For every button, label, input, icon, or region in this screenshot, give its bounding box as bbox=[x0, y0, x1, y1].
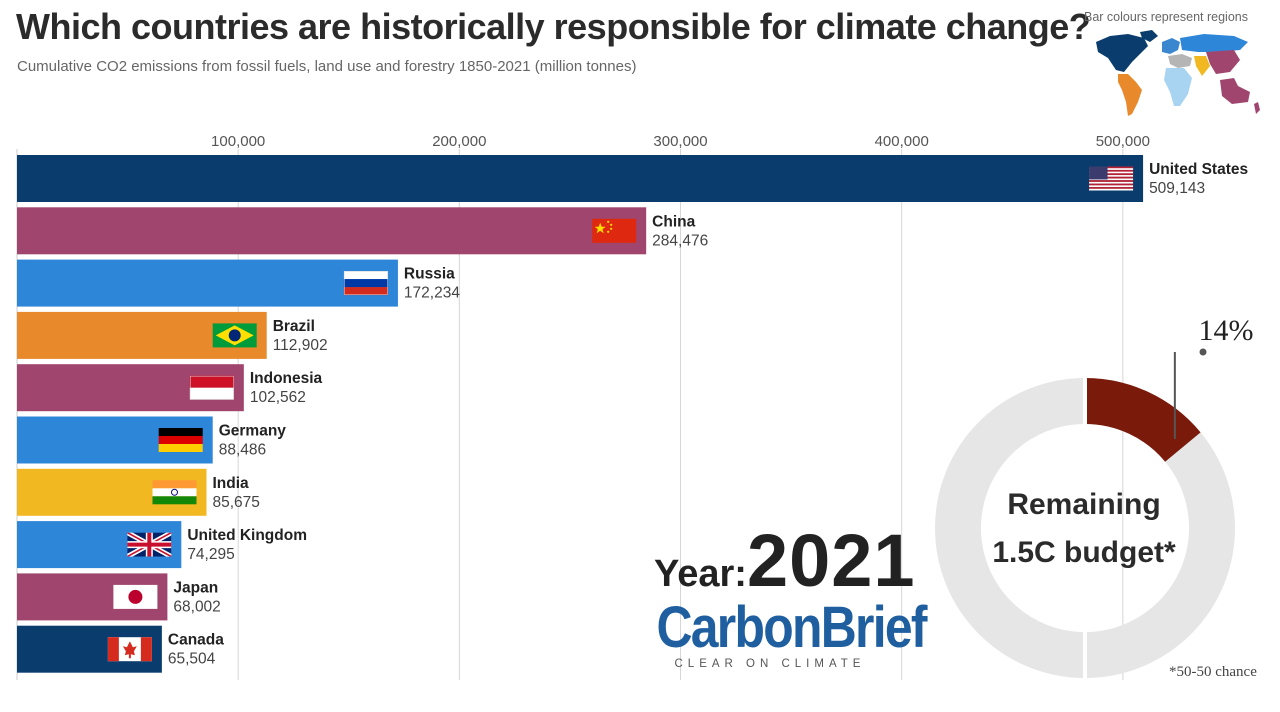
year-indicator: Year:2021 bbox=[654, 518, 916, 603]
map-region-middle-east bbox=[1168, 54, 1192, 68]
x-tick-label: 100,000 bbox=[211, 133, 265, 150]
india-flag-icon bbox=[152, 480, 197, 505]
bar-value-label: 85,675 bbox=[212, 494, 259, 511]
bar-category-label: Russia bbox=[404, 266, 455, 283]
russia-flag-icon bbox=[343, 271, 388, 296]
bar-value-label: 65,504 bbox=[168, 651, 216, 668]
x-tick-label: 300,000 bbox=[653, 133, 707, 150]
x-tick-label: 400,000 bbox=[875, 133, 929, 150]
donut-label-line2: 1.5C budget* bbox=[992, 536, 1176, 569]
logo-wordmark: CarbonBrief bbox=[656, 595, 927, 660]
bar bbox=[17, 207, 647, 255]
chart-subtitle: Cumulative CO2 emissions from fossil fue… bbox=[17, 58, 637, 75]
bar-value-label: 74,295 bbox=[187, 546, 234, 563]
year-label: Year: bbox=[654, 553, 747, 595]
canada-flag-icon bbox=[107, 637, 152, 662]
donut-percent-label: 14% bbox=[1199, 314, 1254, 347]
bar-category-label: United Kingdom bbox=[187, 527, 307, 544]
bar-value-label: 284,476 bbox=[652, 232, 708, 249]
bar-category-label: Germany bbox=[219, 423, 287, 440]
bar-value-label: 509,143 bbox=[1149, 180, 1205, 197]
map-region-africa bbox=[1164, 68, 1192, 106]
bar-category-label: Brazil bbox=[273, 318, 315, 335]
map-region-europe bbox=[1162, 38, 1180, 54]
bar-value-label: 172,234 bbox=[404, 285, 460, 302]
donut-used-segment bbox=[1084, 378, 1201, 463]
map-region-oceania bbox=[1220, 78, 1250, 104]
budget-footnote: *50-50 chance bbox=[1169, 664, 1257, 680]
bar bbox=[17, 155, 1144, 202]
bar-value-label: 68,002 bbox=[173, 598, 220, 615]
map-region-north-america bbox=[1096, 34, 1148, 72]
germany-flag-icon bbox=[158, 428, 203, 452]
brazil-flag-icon bbox=[212, 323, 257, 348]
japan-flag-icon bbox=[113, 584, 158, 609]
year-value: 2021 bbox=[746, 519, 916, 602]
chart-title: Which countries are historically respons… bbox=[16, 6, 1091, 47]
budget-donut-chart: 14% Remaining 1.5C budget* bbox=[935, 314, 1254, 679]
bar-category-label: United States bbox=[1149, 161, 1248, 178]
bar-category-label: Canada bbox=[168, 632, 224, 649]
donut-label-line1: Remaining bbox=[1007, 488, 1160, 521]
bar bbox=[17, 259, 398, 307]
bar-value-label: 102,562 bbox=[250, 389, 306, 406]
x-tick-label: 200,000 bbox=[432, 133, 486, 150]
x-tick-label: 500,000 bbox=[1096, 133, 1150, 150]
uk-flag-icon bbox=[127, 532, 172, 557]
map-region-former-ussr bbox=[1180, 34, 1248, 52]
map-region-greenland bbox=[1140, 30, 1158, 42]
bar-value-label: 88,486 bbox=[219, 442, 266, 459]
bar-category-label: Indonesia bbox=[250, 370, 323, 387]
bar-category-label: India bbox=[212, 475, 249, 492]
region-legend-map bbox=[1096, 30, 1260, 116]
map-region-new-zealand bbox=[1254, 102, 1260, 114]
us-flag-icon bbox=[1089, 166, 1134, 191]
carbonbrief-logo: CarbonBrief CLEAR ON CLIMATE bbox=[638, 595, 927, 671]
map-region-east-asia bbox=[1206, 50, 1240, 74]
bar-category-label: Japan bbox=[173, 579, 218, 596]
map-legend-note: Bar colours represent regions bbox=[1084, 10, 1248, 24]
bar-category-label: China bbox=[652, 213, 695, 230]
logo-tagline: CLEAR ON CLIMATE bbox=[674, 658, 866, 670]
map-region-south-asia bbox=[1194, 56, 1210, 76]
donut-pointer-dot bbox=[1199, 348, 1207, 356]
bar-value-label: 112,902 bbox=[273, 337, 328, 354]
indonesia-flag-icon bbox=[189, 375, 234, 400]
map-region-latin-america bbox=[1118, 74, 1142, 116]
china-flag-icon bbox=[592, 218, 637, 243]
